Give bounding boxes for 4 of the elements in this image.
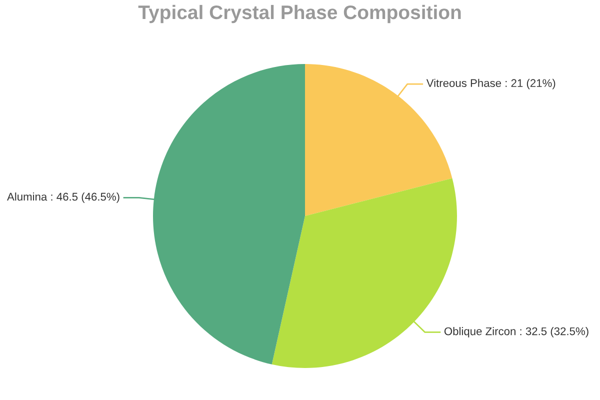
slice-label: Oblique Zircon : 32.5 (32.5%) [444, 327, 588, 338]
slice-label: Alumina : 46.5 (46.5%) [7, 192, 120, 203]
chart-title: Typical Crystal Phase Composition [138, 4, 461, 24]
slice-label: Vitreous Phase : 21 (21%) [426, 78, 556, 90]
